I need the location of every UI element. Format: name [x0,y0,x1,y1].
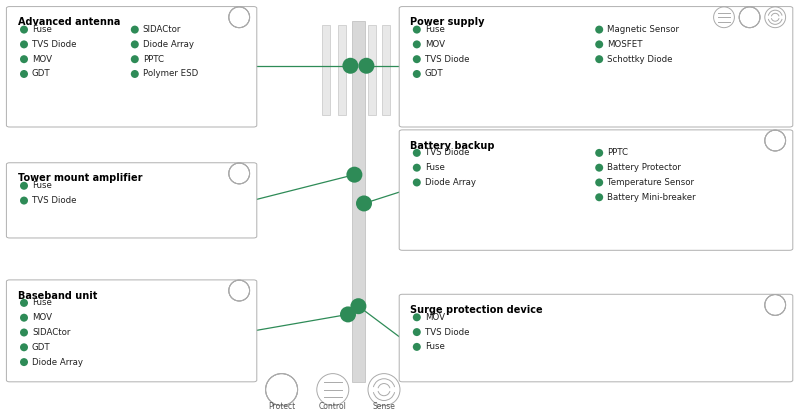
Ellipse shape [131,55,139,63]
FancyBboxPatch shape [6,280,257,382]
Text: TVS Diode: TVS Diode [425,55,470,64]
Text: TVS Diode: TVS Diode [425,328,470,337]
Text: MOSFET: MOSFET [607,40,642,49]
Ellipse shape [413,328,421,336]
Ellipse shape [595,164,603,172]
Text: Fuse: Fuse [32,25,52,34]
Text: Surge protection device: Surge protection device [410,305,543,315]
Text: Diode Array: Diode Array [32,358,83,367]
Ellipse shape [131,25,139,34]
Text: SIDACtor: SIDACtor [143,25,181,34]
FancyBboxPatch shape [382,25,390,115]
FancyBboxPatch shape [338,25,346,115]
Text: TVS Diode: TVS Diode [32,196,77,205]
Ellipse shape [350,298,366,314]
Ellipse shape [20,299,28,307]
Text: TVS Diode: TVS Diode [32,40,77,49]
Text: Magnetic Sensor: Magnetic Sensor [607,25,679,34]
FancyBboxPatch shape [399,294,793,382]
Ellipse shape [413,55,421,63]
Text: PPTC: PPTC [607,148,628,157]
Ellipse shape [595,149,603,157]
Text: Battery Mini-breaker: Battery Mini-breaker [607,193,696,202]
Ellipse shape [20,55,28,63]
Ellipse shape [595,40,603,48]
Ellipse shape [413,25,421,34]
Text: Diode Array: Diode Array [425,178,476,187]
Ellipse shape [20,328,28,337]
Ellipse shape [20,25,28,34]
FancyBboxPatch shape [368,25,376,115]
Ellipse shape [595,193,603,201]
Ellipse shape [131,70,139,78]
Ellipse shape [356,196,372,211]
Text: Temperature Sensor: Temperature Sensor [607,178,694,187]
Ellipse shape [20,182,28,190]
Ellipse shape [413,149,421,157]
Ellipse shape [20,196,28,205]
Ellipse shape [595,55,603,63]
Ellipse shape [413,164,421,172]
Text: Protect: Protect [268,402,295,411]
Ellipse shape [20,358,28,366]
Ellipse shape [20,314,28,322]
Ellipse shape [595,25,603,34]
FancyBboxPatch shape [352,21,365,382]
Text: Fuse: Fuse [32,181,52,190]
Ellipse shape [413,313,421,321]
Text: Tower mount amplifier: Tower mount amplifier [18,173,142,183]
FancyBboxPatch shape [399,130,793,250]
Ellipse shape [413,178,421,187]
Ellipse shape [20,343,28,351]
Text: GDT: GDT [32,69,50,79]
Ellipse shape [413,70,421,78]
Text: MOV: MOV [425,313,445,322]
Text: GDT: GDT [32,343,50,352]
Ellipse shape [20,70,28,78]
Ellipse shape [358,58,374,74]
Text: Fuse: Fuse [425,25,445,34]
Text: PPTC: PPTC [143,55,164,64]
Ellipse shape [346,167,362,182]
Text: MOV: MOV [425,40,445,49]
Ellipse shape [413,343,421,351]
Text: Schottky Diode: Schottky Diode [607,55,673,64]
Text: SIDACtor: SIDACtor [32,328,70,337]
FancyBboxPatch shape [399,7,793,127]
Text: Fuse: Fuse [32,298,52,307]
Text: Polymer ESD: Polymer ESD [143,69,198,79]
Ellipse shape [342,58,358,74]
Ellipse shape [340,307,356,322]
FancyBboxPatch shape [6,7,257,127]
Ellipse shape [595,178,603,187]
Text: Fuse: Fuse [425,342,445,351]
Text: Control: Control [319,402,346,411]
Text: Battery Protector: Battery Protector [607,163,681,172]
FancyBboxPatch shape [6,163,257,238]
Text: Fuse: Fuse [425,163,445,172]
Text: Battery backup: Battery backup [410,141,495,150]
Text: Baseband unit: Baseband unit [18,291,97,300]
Text: MOV: MOV [32,313,52,322]
Text: Advanced antenna: Advanced antenna [18,17,120,27]
Text: MOV: MOV [32,55,52,64]
Ellipse shape [20,40,28,48]
Ellipse shape [131,40,139,48]
Ellipse shape [413,40,421,48]
Text: Power supply: Power supply [410,17,485,27]
Text: Sense: Sense [373,402,395,411]
Text: Diode Array: Diode Array [143,40,194,49]
Text: TVS Diode: TVS Diode [425,148,470,157]
FancyBboxPatch shape [322,25,330,115]
Text: GDT: GDT [425,69,443,79]
